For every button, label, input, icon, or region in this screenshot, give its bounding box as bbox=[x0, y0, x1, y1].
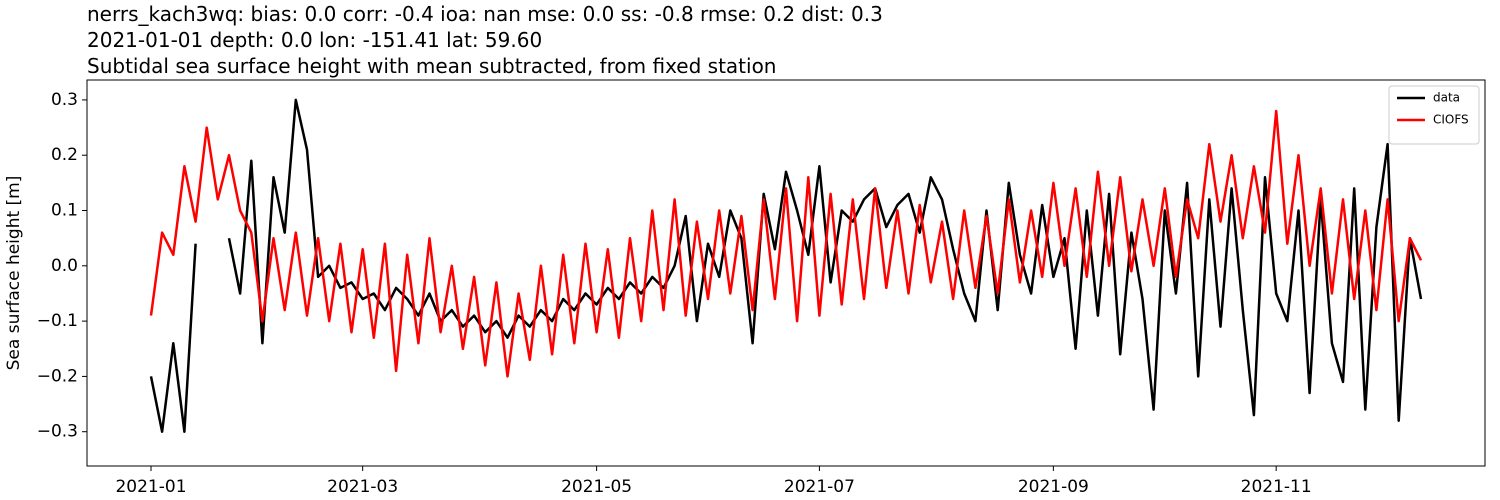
chart-subtitle: 2021-01-01 depth: 0.0 lon: -151.41 lat: … bbox=[87, 28, 542, 52]
x-tick-label: 2021-05 bbox=[561, 477, 632, 497]
y-tick-label: 0.3 bbox=[51, 90, 78, 110]
y-tick-label: 0.0 bbox=[51, 256, 78, 276]
y-tick-label: 0.1 bbox=[51, 201, 78, 221]
legend-label: data bbox=[1433, 91, 1460, 105]
x-tick-label: 2021-09 bbox=[1018, 477, 1089, 497]
chart-title: nerrs_kach3wq: bias: 0.0 corr: -0.4 ioa:… bbox=[87, 2, 883, 26]
y-axis-label: Sea surface height [m] bbox=[4, 176, 24, 371]
y-tick-label: −0.1 bbox=[37, 311, 78, 331]
y-tick-label: 0.2 bbox=[51, 145, 78, 165]
x-tick-label: 2021-03 bbox=[327, 477, 398, 497]
chart-subtitle: Subtidal sea surface height with mean su… bbox=[87, 54, 776, 78]
x-tick-label: 2021-11 bbox=[1241, 477, 1312, 497]
x-tick-label: 2021-07 bbox=[784, 477, 855, 497]
legend-label: CIOFS bbox=[1433, 113, 1469, 127]
series-line bbox=[149, 109, 1423, 378]
plot-frame bbox=[86, 79, 1486, 467]
series-line bbox=[149, 98, 1423, 433]
y-tick-label: −0.3 bbox=[37, 422, 78, 442]
legend-box bbox=[1388, 85, 1480, 145]
x-tick-label: 2021-01 bbox=[115, 477, 186, 497]
y-tick-label: −0.2 bbox=[37, 366, 78, 386]
